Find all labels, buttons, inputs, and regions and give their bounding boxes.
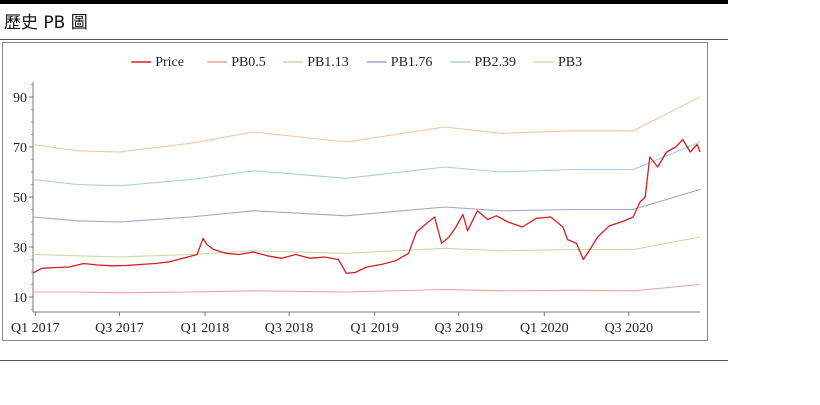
series-group [32,96,701,294]
x-tick-label-6: Q1 2020 [520,321,569,336]
legend: Price PB0.5 PB1.13 PB1.76 PB2.39 PB3 [131,55,582,70]
series-line-pb1-76 [32,188,701,223]
page-title: 歷史 PB 圖 [4,13,88,33]
x-tick-label-0: Q1 2017 [11,321,60,336]
chart-frame [2,42,708,341]
x-tick-label-7: Q3 2020 [605,321,654,336]
x-tick-label-4: Q1 2019 [350,321,399,336]
x-tick-label-2: Q1 2018 [181,321,230,336]
y-tick-label-30: 30 [13,241,27,256]
y-tick-label-10: 10 [13,291,27,306]
series-line-pb0-5 [33,283,701,294]
legend-label-0: Price [155,55,184,70]
x-tick-label-3: Q3 2018 [265,321,314,336]
series-line-price [32,138,701,274]
x-tick-label-1: Q3 2017 [95,321,144,336]
legend-label-5: PB3 [558,55,582,70]
chart-container: Price PB0.5 PB1.13 PB1.76 PB2.39 PB3 10 30 50 70… [0,42,710,342]
y-tick-label-90: 90 [13,91,27,106]
title-rule [0,39,728,40]
y-tick-label-70: 70 [13,141,27,156]
legend-label-1: PB0.5 [231,55,266,70]
pb-chart: Price PB0.5 PB1.13 PB1.76 PB2.39 PB3 10 30 50 70… [2,42,708,341]
series-line-pb3 [32,96,701,153]
legend-label-2: PB1.13 [307,55,349,70]
series-line-pb2-39 [32,141,701,187]
y-axis: 10 30 50 70 90 [13,84,33,310]
series-line-pb1-13 [32,236,701,258]
x-axis: Q1 2017 Q3 2017 Q1 2018 Q3 2018 Q1 2019 Q3 20… [11,312,653,336]
legend-label-3: PB1.76 [391,55,433,70]
x-tick-label-5: Q3 2019 [434,321,483,336]
legend-label-4: PB2.39 [474,55,516,70]
y-tick-label-50: 50 [13,191,27,206]
bottom-rule [0,360,728,361]
top-rule [0,0,728,4]
